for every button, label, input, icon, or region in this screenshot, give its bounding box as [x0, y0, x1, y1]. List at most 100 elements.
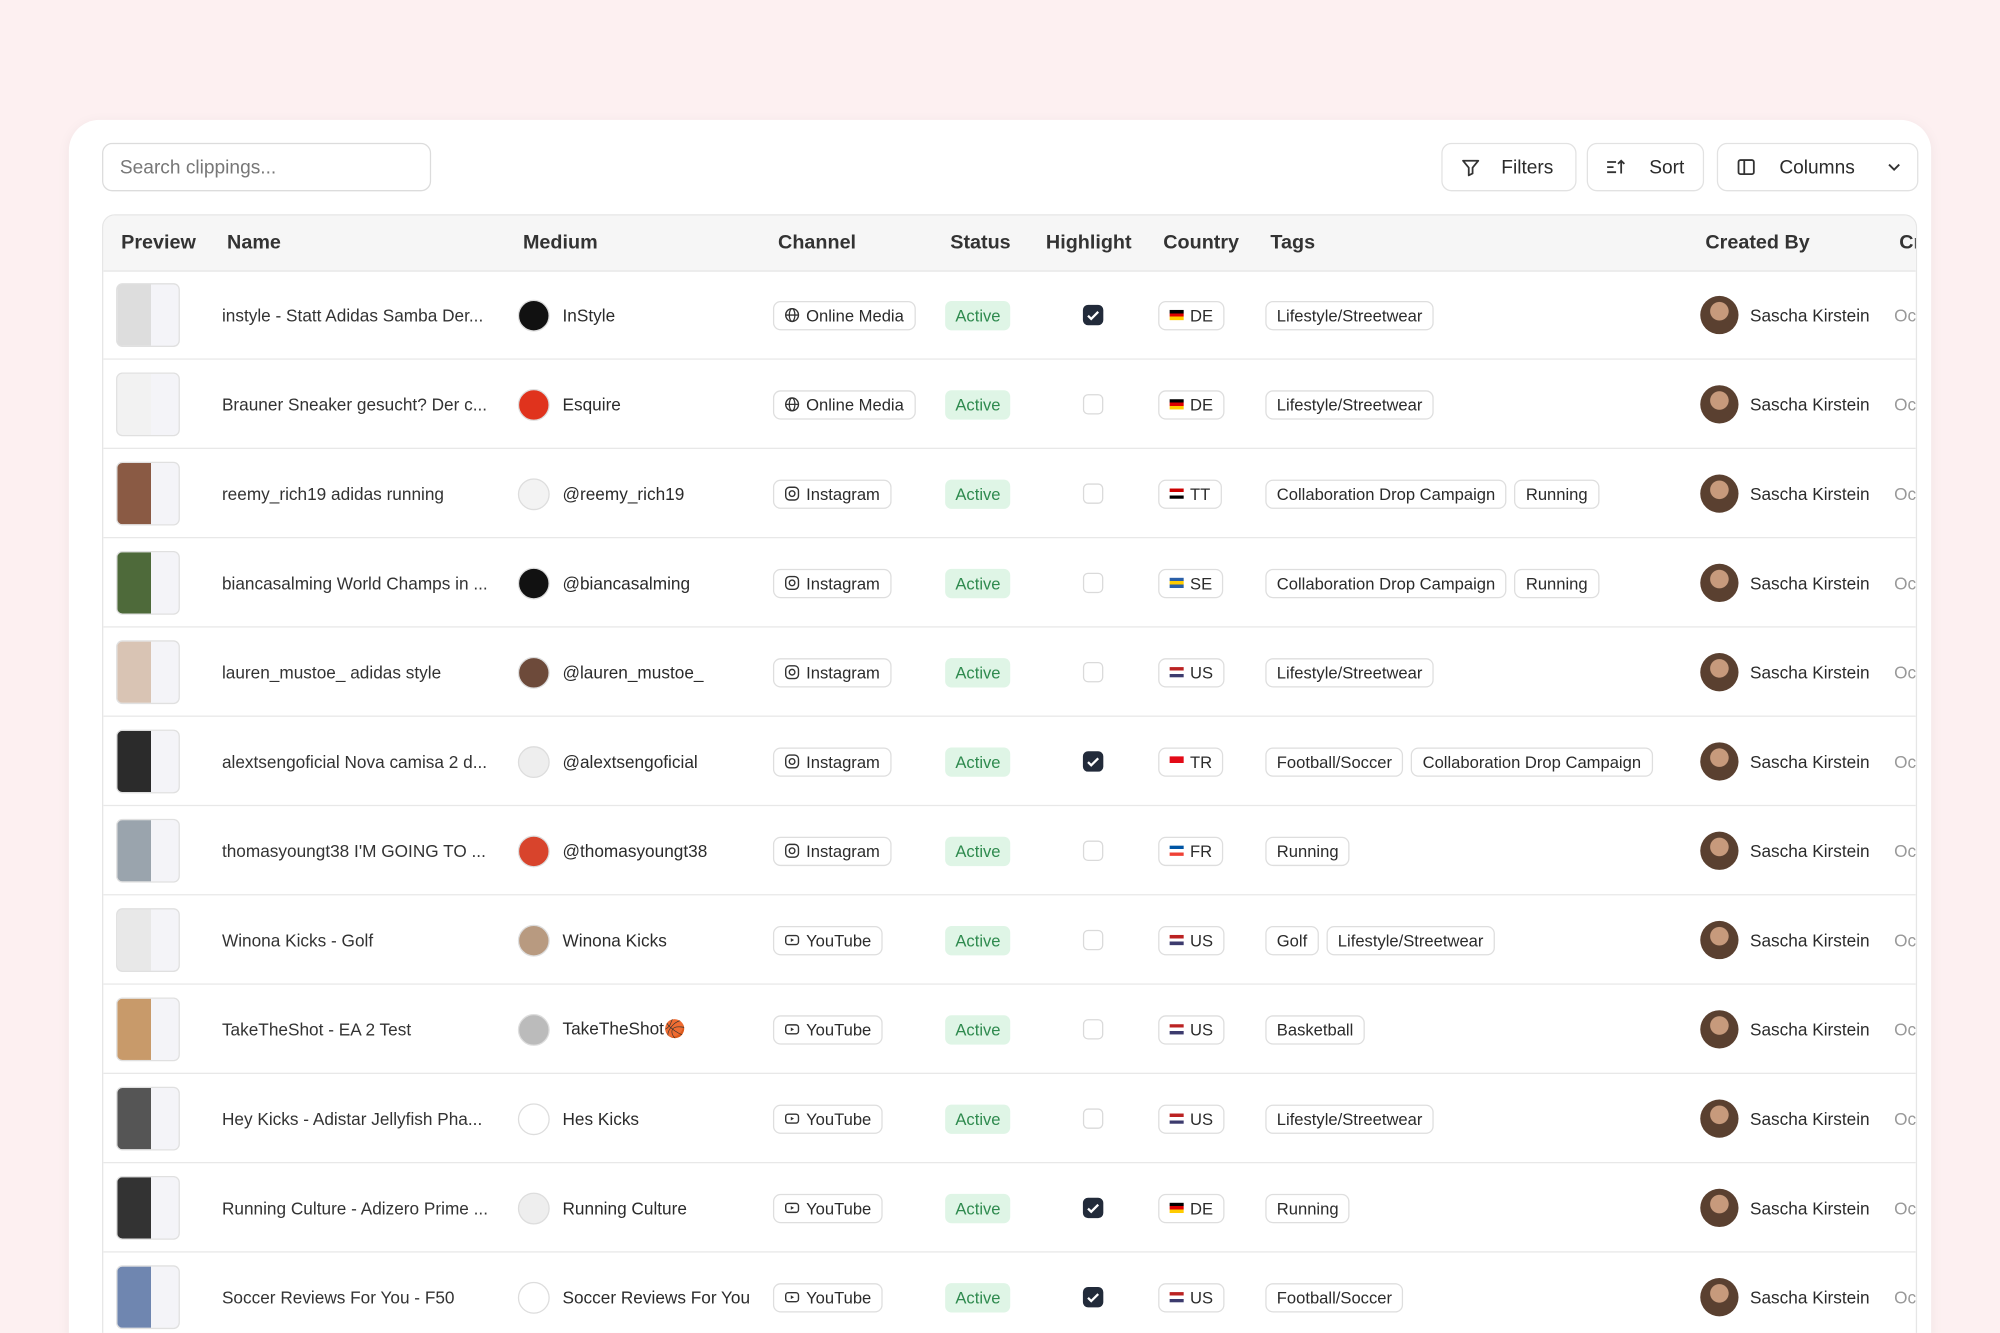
medium-cell: @thomasyoungt38	[517, 806, 708, 895]
channel-icon-svg	[785, 486, 800, 501]
medium-avatar	[517, 477, 550, 510]
column-header: Cr	[1899, 232, 1916, 254]
channel-icon	[784, 1290, 800, 1305]
country-pill: TR	[1158, 746, 1224, 777]
country-pill: DE	[1158, 1193, 1225, 1223]
highlight-checkbox[interactable]	[1082, 929, 1104, 951]
created-by-cell: Sascha Kirstein	[1700, 270, 1870, 359]
channel-pill: YouTube	[772, 1282, 883, 1312]
country-cell: US	[1158, 985, 1225, 1074]
table-row: Running Culture - Adizero Prime ... Runni…	[103, 1163, 1916, 1253]
highlight-checkbox[interactable]	[1082, 1108, 1104, 1129]
preview-thumbnail	[116, 1265, 180, 1330]
highlight-cell	[1082, 895, 1104, 984]
created-by-cell: Sascha Kirstein	[1700, 449, 1870, 538]
country-cell: DE	[1158, 1163, 1225, 1252]
highlight-checkbox[interactable]	[1082, 661, 1104, 683]
user-avatar	[1700, 474, 1739, 513]
clipping-name: reemy_rich19 adidas running	[221, 484, 445, 504]
highlight-cell	[1082, 1253, 1104, 1333]
medium-cell: Running Culture	[517, 1163, 687, 1252]
tag-pill: Running	[1514, 568, 1600, 598]
table-row: Hey Kicks - Adistar Jellyfish Pha... Hes …	[103, 1074, 1916, 1164]
tags-cell: Lifestyle/Streetwear	[1265, 360, 1434, 449]
channel-cell: Instagram	[772, 628, 892, 717]
created-by-cell: Sascha Kirstein	[1700, 1074, 1870, 1163]
highlight-cell	[1082, 449, 1104, 538]
status-badge: Active	[945, 746, 1011, 777]
status-cell: Active	[945, 360, 1011, 449]
preview-cell	[116, 895, 180, 984]
channel-icon-svg	[785, 307, 800, 323]
highlight-checkbox[interactable]	[1082, 304, 1104, 326]
medium-cell: TakeTheShot🏀	[517, 985, 685, 1074]
medium-name: @reemy_rich19	[562, 484, 685, 504]
created-date: Oct	[1894, 930, 1917, 950]
table-row: thomasyoungt38 I'M GOING TO ... @thomasyo…	[103, 806, 1917, 896]
user-avatar	[1700, 1099, 1739, 1138]
country-pill: US	[1158, 1103, 1225, 1134]
column-header: Highlight	[1045, 232, 1132, 254]
country-cell: US	[1158, 1253, 1225, 1333]
highlight-checkbox[interactable]	[1082, 1197, 1104, 1219]
status-badge: Active	[945, 389, 1011, 420]
tag-pill: Lifestyle/Streetwear	[1265, 300, 1434, 330]
medium-name: @thomasyoungt38	[562, 841, 708, 861]
preview-cell	[116, 1074, 180, 1163]
highlight-checkbox[interactable]	[1082, 572, 1104, 594]
country-pill: TT	[1158, 478, 1222, 509]
medium-name: Hes Kicks	[562, 1109, 640, 1129]
medium-cell: @reemy_rich19	[517, 449, 685, 538]
filters-button[interactable]: Filters	[1441, 142, 1577, 192]
country-flag	[1169, 934, 1184, 946]
created-by-cell: Sascha Kirstein	[1700, 538, 1870, 627]
created-by-cell: Sascha Kirstein	[1700, 806, 1870, 895]
clipping-name: TakeTheShot - EA 2 Test	[221, 1019, 412, 1039]
highlight-checkbox[interactable]	[1082, 1019, 1104, 1040]
medium-avatar	[517, 1013, 550, 1046]
search-input[interactable]: Search clippings...	[102, 142, 432, 192]
columns-button[interactable]: Columns	[1716, 142, 1919, 192]
status-cell: Active	[945, 270, 1011, 359]
highlight-cell	[1082, 717, 1104, 806]
check-mark	[1084, 1199, 1102, 1217]
channel-icon	[784, 575, 800, 590]
channel-icon	[784, 843, 800, 858]
check-mark-svg	[1087, 757, 1100, 767]
user-avatar	[1700, 653, 1739, 692]
preview-thumbnail	[116, 997, 180, 1062]
preview-cell	[116, 806, 180, 895]
user-avatar	[1700, 831, 1739, 870]
channel-cell: YouTube	[772, 1163, 883, 1252]
channel-pill: Instagram	[772, 657, 892, 687]
user-avatar	[1700, 920, 1739, 960]
user-name: Sascha Kirstein	[1749, 1019, 1870, 1039]
preview-thumbnail	[116, 372, 180, 437]
status-cell: Active	[945, 717, 1011, 806]
check-mark-svg	[1087, 1293, 1100, 1303]
table-header: Preview Name Medium Channel Status Highlight C…	[103, 215, 1916, 272]
country-flag	[1169, 1024, 1184, 1035]
user-name: Sascha Kirstein	[1749, 484, 1870, 504]
highlight-checkbox[interactable]	[1082, 394, 1104, 415]
country-cell: SE	[1158, 538, 1224, 627]
highlight-checkbox[interactable]	[1082, 483, 1104, 504]
preview-thumbnail	[116, 283, 180, 347]
clipping-name: thomasyoungt38 I'M GOING TO ...	[221, 841, 486, 861]
highlight-checkbox[interactable]	[1082, 840, 1104, 861]
created-date: Oct	[1894, 1287, 1917, 1307]
highlight-checkbox[interactable]	[1082, 1286, 1104, 1308]
tag-pill: Collaboration Drop Campaign	[1265, 568, 1507, 598]
highlight-checkbox[interactable]	[1082, 751, 1104, 772]
country-cell: US	[1158, 895, 1225, 984]
country-code: SE	[1190, 573, 1213, 593]
sort-button[interactable]: Sort	[1586, 142, 1705, 192]
channel-cell: YouTube	[772, 985, 883, 1074]
channel-pill: Instagram	[772, 478, 892, 509]
clipping-name: biancasalming World Champs in ...	[221, 573, 488, 593]
channel-icon	[784, 1111, 800, 1126]
user-name: Sascha Kirstein	[1749, 1109, 1870, 1129]
table-row: biancasalming World Champs in ... @bianca…	[103, 538, 1916, 628]
created-date: Oct	[1894, 841, 1917, 861]
channel-icon-svg	[785, 1202, 800, 1214]
